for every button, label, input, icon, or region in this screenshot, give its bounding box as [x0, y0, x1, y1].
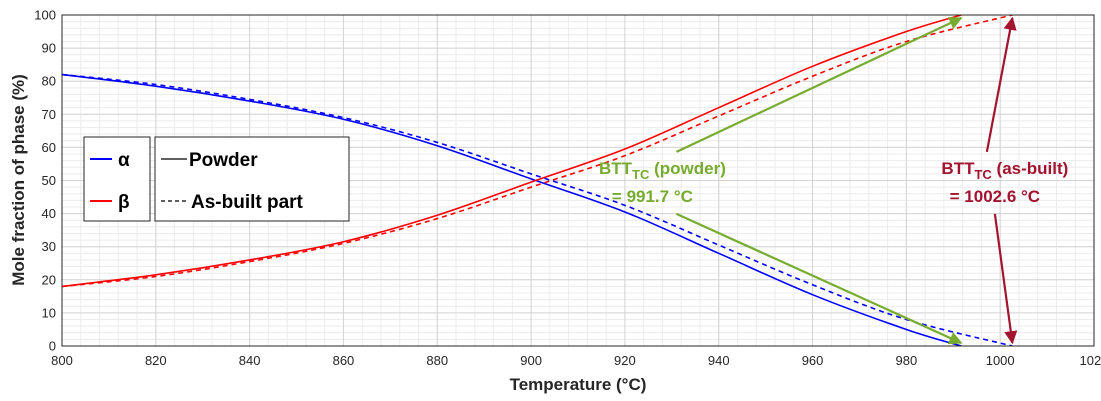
legend-asbuilt-label: As-built part: [191, 192, 304, 213]
legend-phase-box: [83, 136, 151, 222]
series-layer: [62, 15, 1013, 346]
annotation-asbuilt-arrow-up: [985, 16, 1017, 153]
y-tick-label: 100: [34, 8, 56, 23]
annotation-powder-suffix: (powder): [649, 159, 726, 178]
annotation-powder-value: = 991.7 °C: [612, 187, 693, 206]
plot-frame: [61, 14, 1095, 347]
annotation-powder-arrow-down: [675, 212, 963, 345]
x-tick-label: 800: [51, 353, 73, 368]
series-line-alpha-as-built: [62, 73, 1013, 346]
y-tick-label: 30: [42, 239, 56, 254]
x-tick-label: 900: [520, 353, 542, 368]
annotation-asbuilt-base: BTT: [941, 159, 975, 178]
annotation-powder-base: BTT: [599, 159, 633, 178]
annotation-asbuilt-value: = 1002.6 °C: [950, 187, 1040, 206]
x-tick-label: 920: [614, 353, 636, 368]
annotation-powder-subscript: TC: [632, 167, 650, 182]
y-tick-label: 70: [42, 107, 56, 122]
legend-phase: α β: [83, 136, 151, 222]
x-tick-label: 940: [708, 353, 730, 368]
series-line-alpha-powder: [62, 73, 962, 346]
y-tick-labels: 0 10 20 30 40 50 60 70 80 90 100: [34, 8, 56, 354]
series-line-beta-as-built: [62, 15, 1013, 288]
annotation-powder-arrow-up: [675, 17, 963, 153]
y-tick-label: 60: [42, 140, 56, 155]
annotation-asbuilt-label: BTTTC (as-built): [941, 159, 1068, 182]
annotation-powder: BTTTC (powder) = 991.7 °C: [599, 17, 963, 345]
annotation-powder-label: BTTTC (powder): [599, 159, 726, 182]
y-tick-label: 40: [42, 206, 56, 221]
y-tick-label: 0: [49, 339, 56, 354]
x-tick-label: 960: [802, 353, 824, 368]
x-axis-title: Temperature (°C): [510, 375, 647, 394]
annotation-asbuilt-arrow-down: [993, 213, 1018, 345]
x-tick-label: 980: [896, 353, 918, 368]
legend-beta-label: β: [118, 192, 130, 213]
legend-alpha-label: α: [118, 150, 130, 171]
x-tick-label: 880: [426, 353, 448, 368]
y-axis-title: Mole fraction of phase (%): [9, 74, 28, 286]
series-line-beta-powder: [62, 15, 962, 288]
annotation-asbuilt-subscript: TC: [974, 167, 992, 182]
y-tick-label: 10: [42, 305, 56, 320]
y-tick-label: 20: [42, 272, 56, 287]
legend-condition-box: [154, 136, 350, 222]
annotation-asbuilt: BTTTC (as-built) = 1002.6 °C: [941, 16, 1068, 345]
y-tick-label: 50: [42, 173, 56, 188]
x-tick-label: 860: [333, 353, 355, 368]
legend-powder-label: Powder: [189, 150, 258, 171]
legend-condition: Powder As-built part: [154, 136, 350, 222]
x-tick-label: 1000: [986, 353, 1015, 368]
annotation-asbuilt-suffix: (as-built): [992, 159, 1069, 178]
y-tick-label: 90: [42, 41, 56, 56]
y-tick-label: 80: [42, 74, 56, 89]
x-tick-label: 820: [145, 353, 167, 368]
x-tick-label: 840: [239, 353, 261, 368]
